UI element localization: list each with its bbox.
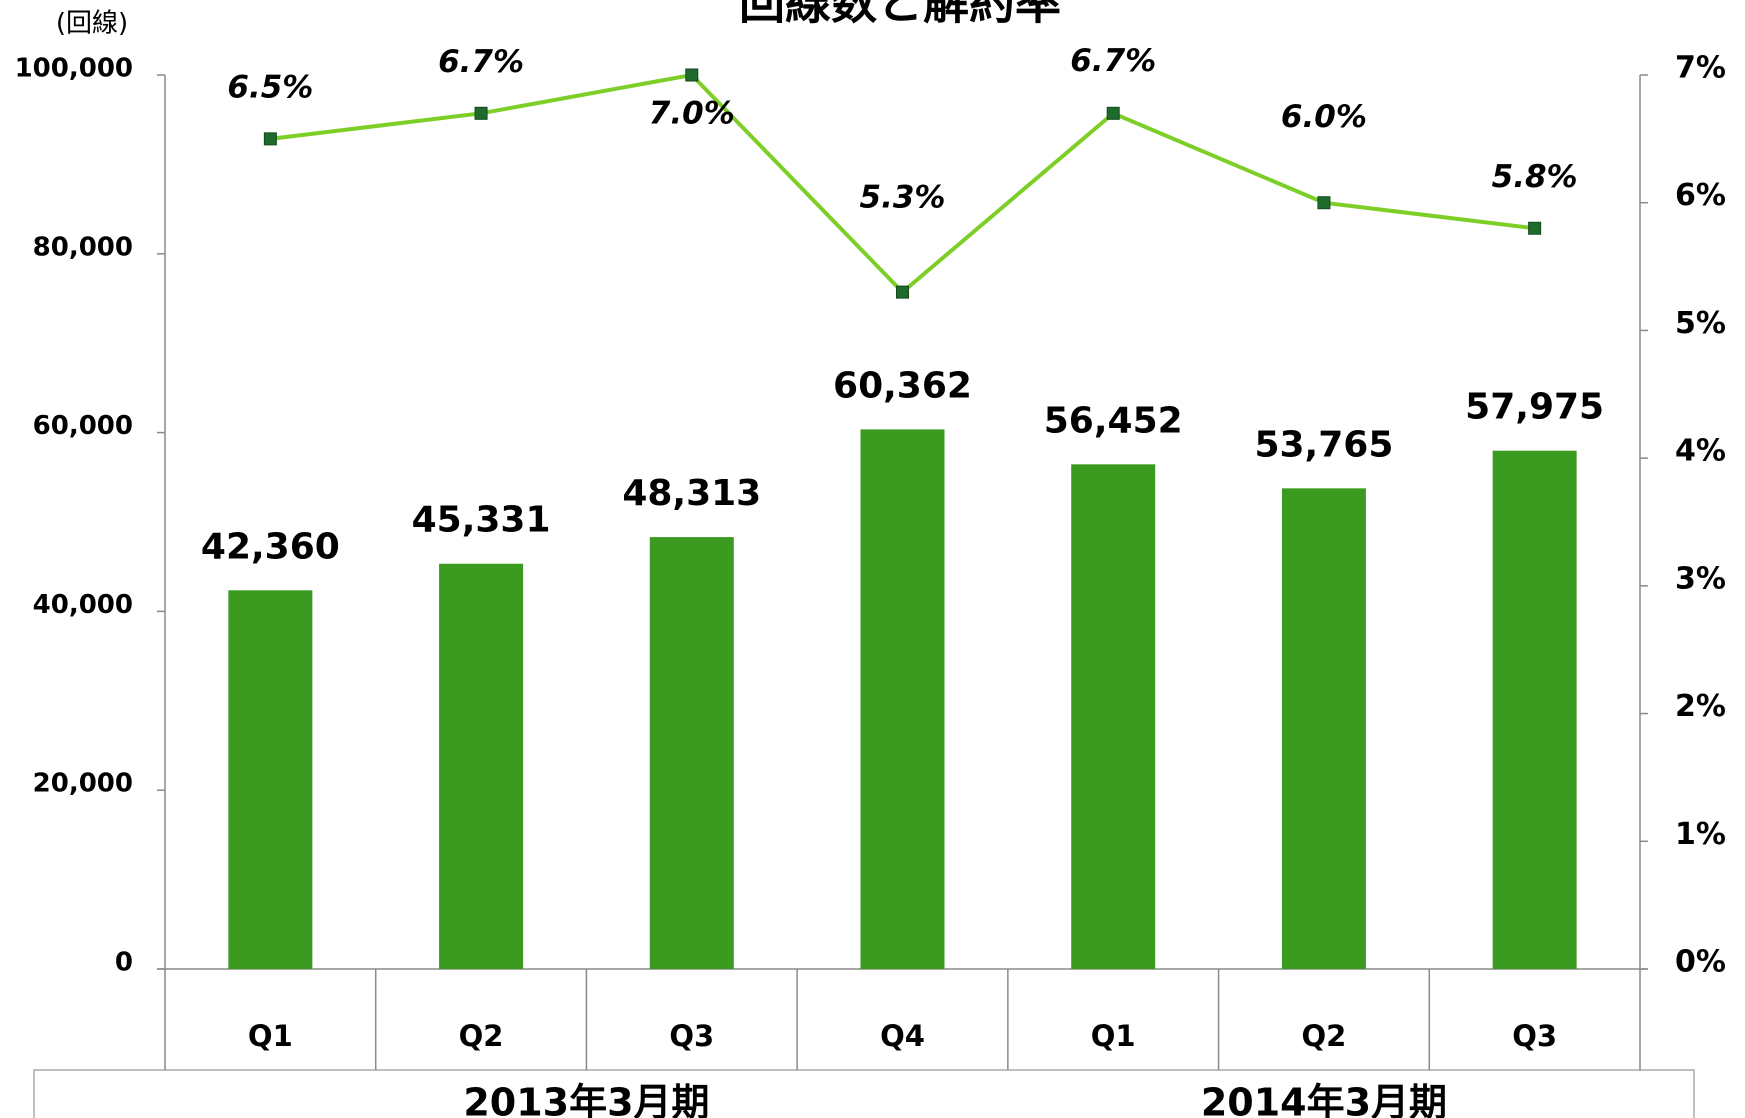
line-marker (896, 285, 909, 299)
bar-value-label: 45,331 (412, 500, 551, 541)
line-marker (263, 132, 277, 146)
line-value-label: 5.8% (1492, 159, 1578, 195)
bar-value-label: 56,452 (1044, 400, 1183, 441)
group-box (33, 1069, 1695, 1118)
line-marker (474, 106, 488, 120)
line-value-label: 6.7% (1070, 43, 1156, 79)
line-value-label: 7.0% (649, 96, 735, 132)
bar-value-label: 48,313 (622, 473, 761, 514)
line-marker (685, 68, 699, 82)
y-tick-label: 100,000 (15, 54, 133, 84)
bar-value-label: 42,360 (201, 526, 340, 567)
line-marker (1528, 221, 1542, 235)
bar (860, 429, 945, 969)
y-tick-label: 20,000 (33, 769, 133, 799)
chart-title: 回線数と解約率 (739, 0, 1061, 30)
x-tick-label: Q1 (1091, 1019, 1136, 1053)
line-value-label: 6.7% (438, 44, 524, 80)
x-group-label: 2013年3月期 (463, 1081, 709, 1118)
y-tick-label: 0 (115, 948, 133, 978)
x-group-label: 2014年3月期 (1201, 1081, 1447, 1118)
y-tick-label: 80,000 (33, 232, 133, 262)
y2-tick-label: 5% (1675, 306, 1726, 341)
y2-tick-label: 2% (1675, 689, 1726, 724)
y2-tick-label: 1% (1675, 817, 1726, 852)
y2-tick-label: 3% (1675, 561, 1726, 596)
x-tick-label: Q3 (669, 1019, 714, 1053)
bar (649, 537, 734, 969)
y-tick-label: 40,000 (33, 590, 133, 620)
bar-value-label: 57,975 (1465, 387, 1604, 428)
y2-tick-label: 6% (1675, 178, 1726, 213)
line-value-label: 5.3% (860, 180, 946, 216)
bar (439, 563, 524, 969)
x-tick-label: Q1 (248, 1019, 293, 1053)
x-tick-label: Q4 (880, 1019, 925, 1053)
line-value-label: 6.5% (227, 69, 313, 105)
bar (1492, 450, 1577, 969)
y2-tick-label: 7% (1675, 51, 1726, 86)
line-marker (1106, 106, 1120, 120)
x-tick-label: Q2 (459, 1019, 504, 1053)
bar (1281, 488, 1366, 969)
line-value-label: 6.0% (1281, 99, 1367, 135)
x-tick-label: Q2 (1302, 1019, 1347, 1053)
bar (228, 590, 313, 969)
bar-value-label: 60,362 (833, 365, 972, 406)
y2-tick-label: 0% (1675, 945, 1726, 980)
x-tick-label: Q3 (1512, 1019, 1557, 1053)
y-unit: (回線) (56, 9, 128, 39)
y-tick-label: 60,000 (33, 411, 133, 441)
y2-tick-label: 4% (1675, 434, 1726, 469)
line-marker (1317, 196, 1331, 210)
bar-value-label: 53,765 (1254, 424, 1393, 465)
bar (1071, 464, 1156, 969)
